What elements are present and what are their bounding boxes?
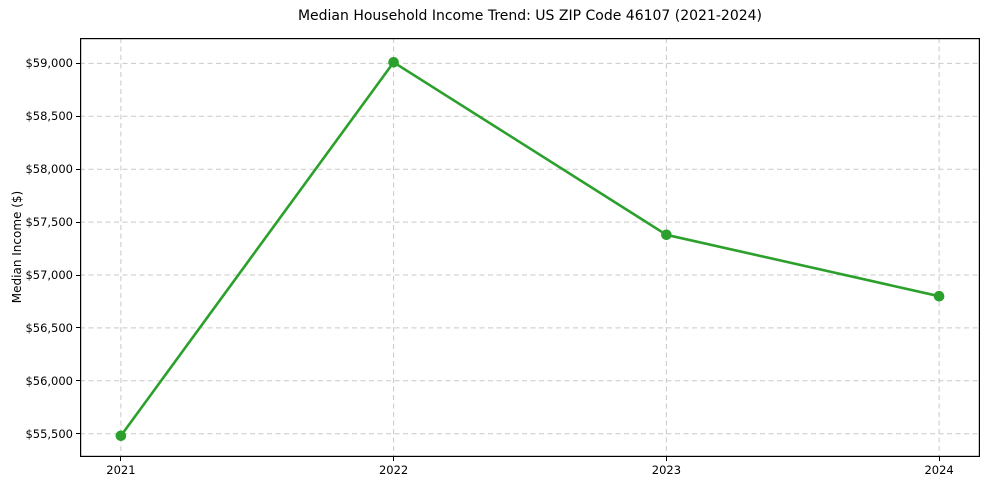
income-trend-line xyxy=(119,60,941,438)
line-chart-svg xyxy=(80,38,980,457)
y-tick-label: $58,500 xyxy=(25,109,73,124)
y-tick-label: $55,500 xyxy=(25,426,73,441)
y-tick-mark xyxy=(76,274,80,276)
x-tick-label: 2021 xyxy=(106,463,136,477)
data-point-marker xyxy=(115,430,127,442)
y-tick-mark xyxy=(76,380,80,382)
plot-area xyxy=(80,38,980,457)
y-tick-label: $57,500 xyxy=(25,215,73,230)
data-point-marker xyxy=(933,290,945,302)
y-tick-mark xyxy=(76,221,80,223)
y-tick-label: $57,000 xyxy=(25,268,73,282)
y-tick-label: $56,000 xyxy=(25,373,73,388)
x-tick-label: 2023 xyxy=(651,463,682,477)
chart-title: Median Household Income Trend: US ZIP Co… xyxy=(297,8,763,24)
data-point-marker xyxy=(661,229,672,241)
y-axis-label: Median Income ($) xyxy=(10,190,24,304)
y-tick-mark xyxy=(76,115,80,117)
x-tick-mark xyxy=(938,457,940,461)
y-tick-mark xyxy=(76,433,80,435)
y-tick-mark xyxy=(76,168,80,170)
x-tick-label: 2022 xyxy=(378,463,409,477)
y-tick-mark xyxy=(76,62,80,64)
x-tick-mark xyxy=(120,457,122,461)
y-tick-label: $58,000 xyxy=(25,162,73,177)
x-tick-label: 2024 xyxy=(924,463,954,477)
y-tick-label: $59,000 xyxy=(25,56,73,71)
y-tick-label: $56,500 xyxy=(25,320,73,335)
data-point-marker xyxy=(388,57,399,68)
x-tick-mark xyxy=(665,457,667,461)
y-tick-mark xyxy=(76,327,80,329)
x-tick-mark xyxy=(393,457,395,461)
